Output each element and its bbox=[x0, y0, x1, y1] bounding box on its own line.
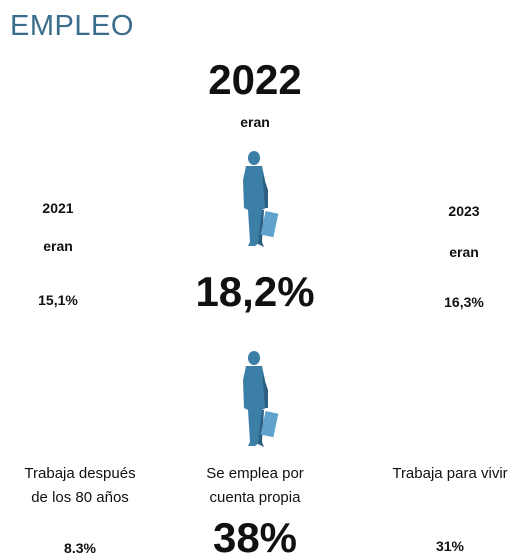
left-verb: eran bbox=[43, 238, 73, 254]
stat-label: de los 80 años bbox=[31, 489, 129, 506]
center-verb: eran bbox=[240, 114, 270, 130]
stat-label: Se emplea por bbox=[206, 465, 304, 482]
stat-value: 8.3% bbox=[64, 540, 96, 556]
center-value: 18,2% bbox=[195, 268, 315, 315]
right-verb: eran bbox=[449, 244, 479, 260]
left-value: 15,1% bbox=[38, 292, 78, 308]
right-value: 16,3% bbox=[444, 294, 484, 310]
title: EMPLEO bbox=[10, 10, 134, 42]
stat-label: Trabaja para vivir bbox=[392, 465, 508, 482]
person-icon bbox=[243, 351, 279, 447]
person-icon bbox=[243, 151, 279, 247]
stat-label: cuenta propia bbox=[209, 489, 301, 506]
stat-label: Trabaja después bbox=[24, 465, 136, 482]
left-year: 2021 bbox=[42, 200, 74, 216]
center-year: 2022 bbox=[208, 56, 302, 103]
stat-value: 31% bbox=[435, 538, 465, 554]
right-year: 2023 bbox=[448, 203, 480, 219]
stat-value: 38% bbox=[212, 514, 298, 557]
